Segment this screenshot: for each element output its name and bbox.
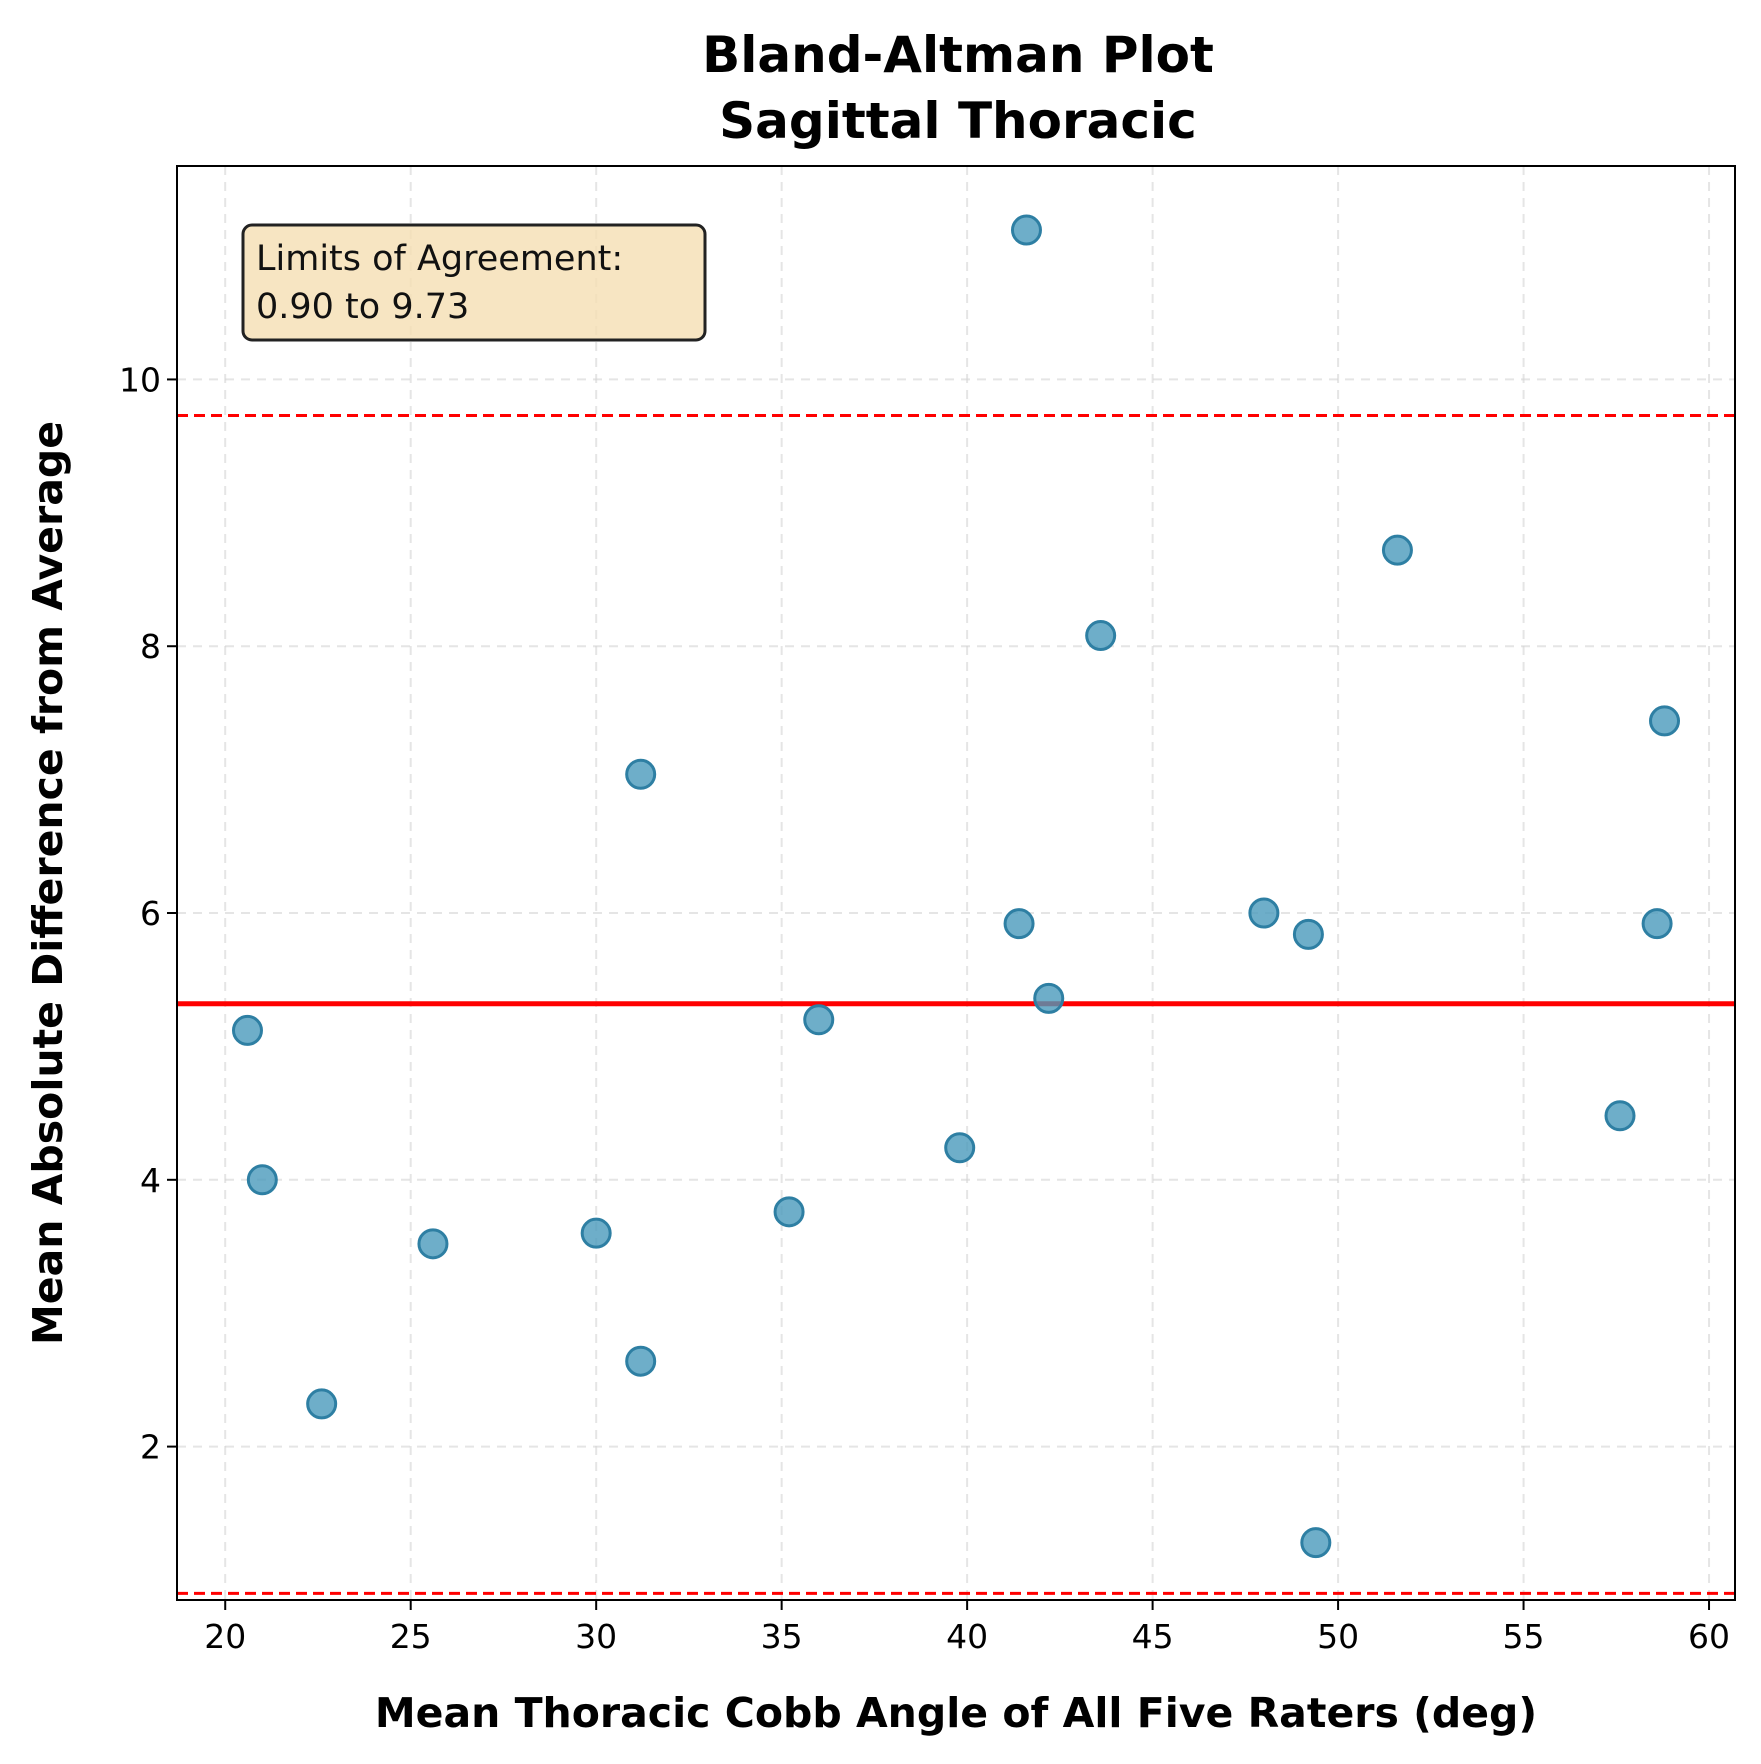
x-tick-label: 45	[1132, 1617, 1174, 1656]
data-point	[625, 1345, 657, 1377]
y-tick-label: 6	[140, 894, 161, 933]
data-point	[580, 1217, 612, 1249]
y-axis-label: Mean Absolute Difference from Average	[24, 421, 72, 1345]
data-point	[1381, 534, 1413, 566]
data-point	[246, 1164, 278, 1196]
annotation-title: Limits of Agreement:	[256, 239, 623, 279]
data-point	[1604, 1100, 1636, 1132]
data-point	[1248, 897, 1280, 929]
x-tick-label: 30	[575, 1617, 617, 1656]
y-tick-label: 2	[140, 1428, 161, 1467]
limits-annotation: Limits of Agreement: 0.90 to 9.73	[241, 223, 707, 342]
x-tick-label: 55	[1503, 1617, 1545, 1656]
data-point	[944, 1132, 976, 1164]
grid-layer	[177, 166, 1735, 1600]
data-point	[625, 758, 657, 790]
x-tick-label: 50	[1317, 1617, 1359, 1656]
points-layer	[231, 214, 1681, 1559]
chart-title: Bland-Altman Plot	[702, 26, 1214, 84]
x-tick-label: 60	[1688, 1617, 1730, 1656]
data-point	[1649, 705, 1681, 737]
chart-subtitle: Sagittal Thoracic	[719, 92, 1197, 150]
data-point	[417, 1228, 449, 1260]
data-point	[773, 1196, 805, 1228]
x-tick-label: 35	[761, 1617, 803, 1656]
y-tick-label: 4	[140, 1161, 161, 1200]
data-point	[1003, 908, 1035, 940]
x-axis-label: Mean Thoracic Cobb Angle of All Five Rat…	[375, 1689, 1537, 1737]
x-tick-label: 25	[390, 1617, 432, 1656]
plot-frame	[176, 165, 1736, 1601]
data-point	[1085, 620, 1117, 652]
x-tick-label: 20	[204, 1617, 246, 1656]
y-tick-label: 8	[140, 627, 161, 666]
data-point	[306, 1388, 338, 1420]
data-point	[231, 1014, 263, 1046]
annotation-box	[241, 223, 707, 342]
data-point	[1010, 214, 1042, 246]
y-tick-label: 10	[119, 360, 161, 399]
annotation-range: 0.90 to 9.73	[256, 287, 469, 327]
data-point	[1300, 1527, 1332, 1559]
data-point	[1033, 982, 1065, 1014]
reference-lines	[177, 413, 1735, 1595]
data-point	[803, 1004, 835, 1036]
data-point	[1292, 918, 1324, 950]
x-tick-label: 40	[946, 1617, 988, 1656]
data-point	[1641, 908, 1673, 940]
x-axis-ticks: 20 25 30 35 40 45 50 55 60	[204, 1600, 1730, 1656]
y-axis-ticks: 2 4 6 8 10	[119, 360, 177, 1467]
